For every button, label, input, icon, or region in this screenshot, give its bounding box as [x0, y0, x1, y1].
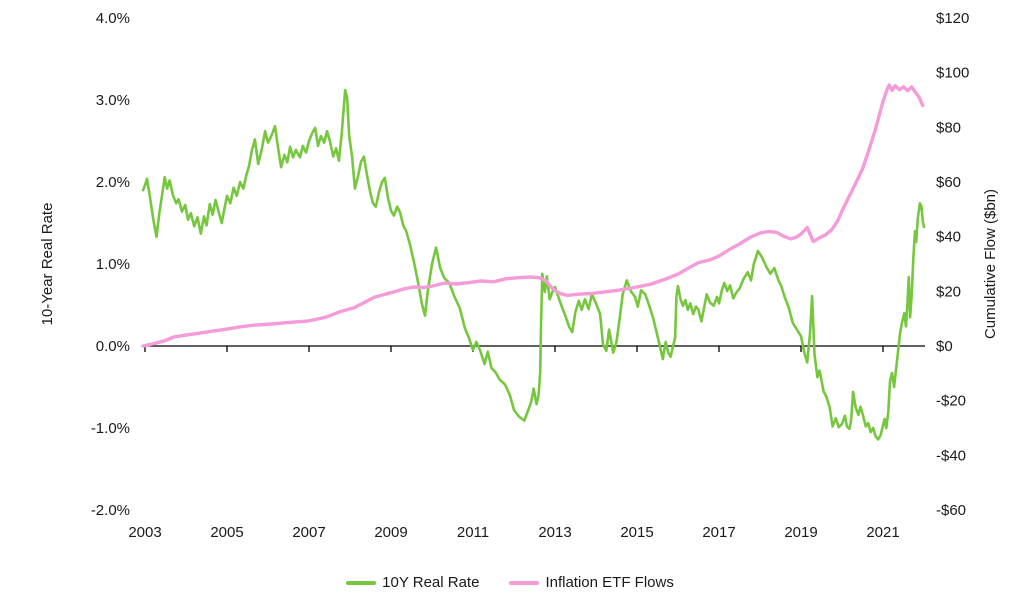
- legend-label-10y-real-rate: 10Y Real Rate: [382, 574, 480, 591]
- right-tick-label--$20: -$20: [936, 393, 966, 410]
- x-tick-label-2021: 2021: [866, 524, 899, 541]
- right-axis-title: Cumulative Flow ($bn): [982, 188, 999, 340]
- x-tick-label-2017: 2017: [702, 524, 735, 541]
- right-tick-label-$60: $60: [936, 174, 961, 191]
- right-tick-label-$20: $20: [936, 283, 961, 300]
- x-tick-label-2015: 2015: [620, 524, 653, 541]
- green-series-line: [141, 88, 926, 441]
- x-tick-label-2011: 2011: [457, 524, 489, 541]
- x-tick-label-2019: 2019: [784, 524, 817, 541]
- left-tick-label--2.0%: -2.0%: [91, 502, 130, 519]
- left-tick-label--1.0%: -1.0%: [91, 420, 130, 437]
- x-tick-label-2009: 2009: [374, 524, 407, 541]
- left-tick-label-0.0%: 0.0%: [96, 338, 130, 355]
- right-tick-label-$40: $40: [936, 229, 961, 246]
- right-tick-label-$120: $120: [936, 10, 969, 27]
- right-tick-label-$100: $100: [936, 65, 969, 82]
- x-tick-label-2005: 2005: [210, 524, 243, 541]
- right-tick-label-$0: $0: [936, 338, 953, 355]
- legend-label-inflation-etf-flows: Inflation ETF Flows: [545, 574, 674, 591]
- legend-item-inflation-etf-flows: Inflation ETF Flows: [509, 574, 674, 591]
- right-tick-label--$40: -$40: [936, 447, 966, 464]
- legend-item-10y-real-rate: 10Y Real Rate: [346, 574, 479, 591]
- left-tick-label-4.0%: 4.0%: [96, 10, 130, 27]
- green-line-swatch: [346, 580, 377, 585]
- left-tick-label-1.0%: 1.0%: [96, 256, 130, 273]
- pink-series-line: [141, 83, 925, 348]
- legend: 10Y Real Rate Inflation ETF Flows: [0, 574, 1020, 591]
- right-tick-label--$60: -$60: [936, 502, 966, 519]
- right-tick-label-$80: $80: [936, 119, 961, 136]
- pink-line-swatch: [509, 580, 540, 585]
- x-tick-label-2003: 2003: [128, 524, 161, 541]
- left-tick-label-3.0%: 3.0%: [96, 92, 130, 109]
- left-tick-label-2.0%: 2.0%: [96, 174, 130, 191]
- left-axis-title: 10-Year Real Rate: [39, 202, 56, 326]
- x-tick-label-2013: 2013: [538, 524, 571, 541]
- x-tick-label-2007: 2007: [292, 524, 325, 541]
